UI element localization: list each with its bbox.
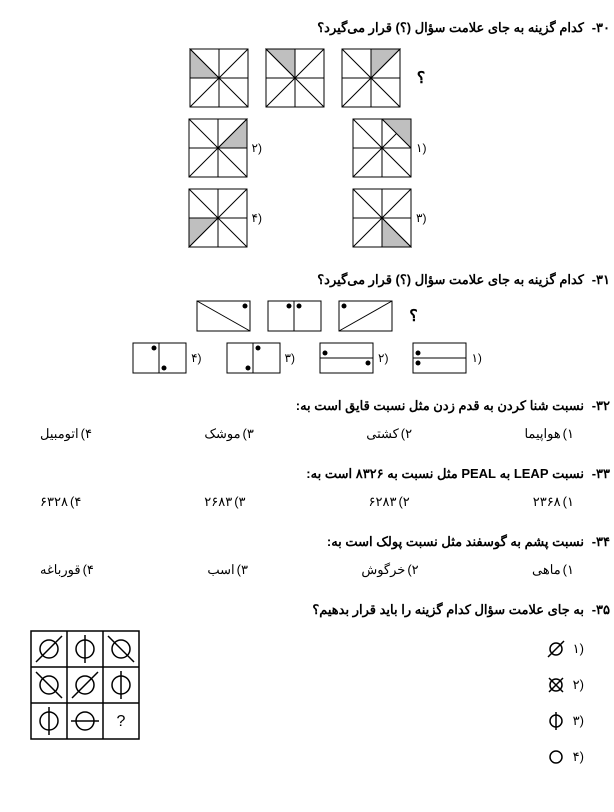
q32-option-2: ۲)کشتی — [366, 426, 412, 442]
question-30: ۳۰- کدام گزینه به جای علامت سؤال (؟) قرا… — [30, 20, 584, 248]
q31-options-row: (۴ (۳ (۲ — [30, 342, 584, 374]
q32-option-3: ۳)موشک — [204, 426, 254, 442]
question-text: نسبت پشم به گوسفند مثل نسبت پولک است به: — [30, 534, 584, 550]
q31-option-1: (۱ — [412, 342, 481, 374]
q35-options: (۱ (۲ (۳ (۴ — [545, 638, 584, 768]
q33-options: ۱)۲۳۶۸ ۲)۶۲۸۳ ۳)۲۶۸۳ ۴)۶۳۲۸ — [30, 494, 584, 510]
question-text: کدام گزینه به جای علامت سؤال (؟) قرار می… — [30, 20, 584, 36]
question-31: ۳۱- کدام گزینه به جای علامت سؤال (؟) قرا… — [30, 272, 584, 374]
q30-opt1-figure — [352, 118, 412, 178]
q31-option-3: (۳ — [226, 342, 295, 374]
q30-opt2-figure — [188, 118, 248, 178]
question-text: به جای علامت سؤال کدام گزینه را باید قرا… — [30, 602, 584, 618]
q35-grid: ? — [30, 630, 140, 740]
question-mark: ؟ — [409, 306, 418, 326]
q32-options: ۱)هواپیما ۲)کشتی ۳)موشک ۴)اتومبیل — [30, 426, 584, 442]
option-label: (۳ — [573, 713, 584, 729]
option-label: (۴ — [573, 749, 584, 765]
option-label: (۴ — [191, 351, 201, 365]
q31-opt3-figure — [226, 342, 281, 374]
question-number: ۳۵- — [592, 602, 610, 618]
question-number: ۳۱- — [592, 272, 610, 288]
q31-option-2: (۲ — [319, 342, 388, 374]
q30-option-3: (۳ — [352, 188, 426, 248]
q31-seq-figure — [338, 300, 393, 332]
option-label: (۲ — [252, 141, 262, 155]
q33-option-4: ۴)۶۳۲۸ — [40, 494, 81, 510]
q34-option-1: ۱)ماهی — [532, 562, 574, 578]
option-label: (۲ — [573, 677, 584, 693]
q30-seq-figure — [341, 48, 401, 108]
q30-seq-figure — [265, 48, 325, 108]
q34-option-3: ۳)اسب — [207, 562, 248, 578]
question-34: ۳۴- نسبت پشم به گوسفند مثل نسبت پولک است… — [30, 534, 584, 578]
q35-option-1: (۱ — [545, 638, 584, 660]
question-number: ۳۲- — [592, 398, 610, 414]
option-label: (۲ — [378, 351, 388, 365]
q31-opt4-figure — [132, 342, 187, 374]
q30-option-4: (۴ — [188, 188, 262, 248]
q30-sequence-row: ؟ — [30, 48, 584, 108]
q35-grid-figure: ? — [30, 630, 140, 740]
question-mark: ؟ — [417, 68, 426, 88]
q35-option-3: (۳ — [545, 710, 584, 732]
q31-sequence-row: ؟ — [30, 300, 584, 332]
option-label: (۴ — [252, 211, 262, 225]
q34-options: ۱)ماهی ۲)خرگوش ۳)اسب ۴)قورباغه — [30, 562, 584, 578]
question-text: کدام گزینه به جای علامت سؤال (؟) قرار می… — [30, 272, 584, 288]
q31-seq-figure — [267, 300, 322, 332]
question-number: ۳۰- — [592, 20, 610, 36]
q31-seq-figure — [196, 300, 251, 332]
q35-option-4: (۴ — [545, 746, 584, 768]
q34-option-4: ۴)قورباغه — [40, 562, 94, 578]
q30-seq-figure — [189, 48, 249, 108]
q30-option-2: (۲ — [188, 118, 262, 178]
option-label: (۳ — [416, 211, 426, 225]
option-label: (۱ — [416, 141, 426, 155]
question-32: ۳۲- نسبت شنا کردن به قدم زدن مثل نسبت قا… — [30, 398, 584, 442]
q30-option-1: (۱ — [352, 118, 426, 178]
question-33: ۳۳- نسبت LEAP به PEAL مثل نسبت به ۸۳۲۶ ا… — [30, 466, 584, 510]
q33-option-2: ۲)۶۲۸۳ — [369, 494, 410, 510]
q33-option-3: ۳)۲۶۸۳ — [204, 494, 245, 510]
q34-option-2: ۲)خرگوش — [361, 562, 418, 578]
q35-body: (۱ (۲ (۳ (۴ — [30, 630, 584, 768]
question-text: نسبت شنا کردن به قدم زدن مثل نسبت قایق ا… — [30, 398, 584, 414]
option-label: (۱ — [471, 351, 481, 365]
q30-opt3-figure — [352, 188, 412, 248]
q35-opt1-icon — [545, 638, 567, 660]
q35-opt3-icon — [545, 710, 567, 732]
option-label: (۱ — [573, 641, 584, 657]
q30-opt4-figure — [188, 188, 248, 248]
svg-text:?: ? — [117, 713, 126, 730]
question-35: ۳۵- به جای علامت سؤال کدام گزینه را باید… — [30, 602, 584, 768]
q30-options-row1: (۲ (۱ — [30, 118, 584, 178]
q33-option-1: ۱)۲۳۶۸ — [533, 494, 574, 510]
q32-option-4: ۴)اتومبیل — [40, 426, 92, 442]
question-text: نسبت LEAP به PEAL مثل نسبت به ۸۳۲۶ است ب… — [30, 466, 584, 482]
q35-option-2: (۲ — [545, 674, 584, 696]
question-number: ۳۳- — [592, 466, 610, 482]
q31-option-4: (۴ — [132, 342, 201, 374]
option-label: (۳ — [285, 351, 295, 365]
q31-opt1-figure — [412, 342, 467, 374]
q30-options-row2: (۴ (۳ — [30, 188, 584, 248]
q35-opt2-icon — [545, 674, 567, 696]
q32-option-1: ۱)هواپیما — [524, 426, 574, 442]
q31-opt2-figure — [319, 342, 374, 374]
q35-opt4-icon — [545, 746, 567, 768]
question-number: ۳۴- — [592, 534, 610, 550]
